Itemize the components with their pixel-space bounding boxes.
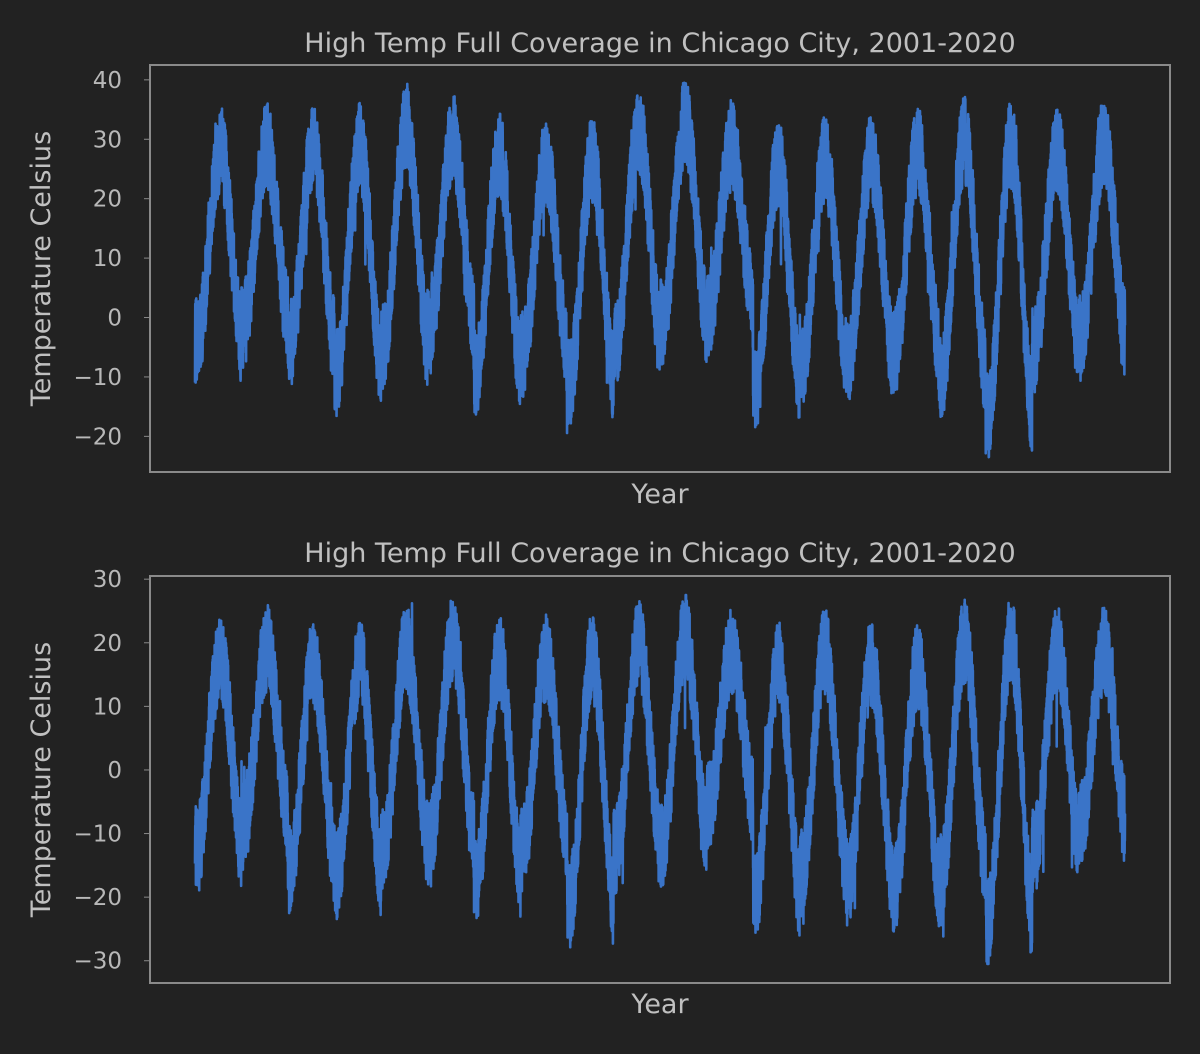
y-axis-ticks: −20 −10 0 10 20 30 40 xyxy=(73,68,150,450)
y-tick-label: 30 xyxy=(93,567,122,593)
y-axis-ticks: −30 −20 −10 0 10 20 30 xyxy=(73,567,150,975)
y-axis-label: Temperature Celsius xyxy=(26,642,57,918)
y-tick-label: −20 xyxy=(73,885,122,911)
y-tick-label: −20 xyxy=(73,424,122,450)
chart-title: High Temp Full Coverage in Chicago City,… xyxy=(304,28,1015,59)
plot-frame xyxy=(149,575,1171,984)
y-tick-label: 20 xyxy=(93,631,122,657)
plot-frame xyxy=(149,64,1171,473)
chart-title: High Temp Full Coverage in Chicago City,… xyxy=(304,538,1015,569)
y-axis-label: Temperature Celsius xyxy=(26,131,57,407)
temperature-series-line xyxy=(193,593,1127,966)
x-axis-label: Year xyxy=(630,989,689,1020)
temperature-series-line xyxy=(193,81,1127,459)
y-tick-label: −10 xyxy=(73,365,122,391)
y-tick-label: 10 xyxy=(93,694,122,720)
y-tick-label: 30 xyxy=(93,127,122,153)
y-tick-label: −30 xyxy=(73,949,122,975)
subplot-1: High Temp Full Coverage in Chicago City,… xyxy=(26,28,1171,510)
y-tick-label: 20 xyxy=(93,187,122,213)
y-tick-label: 0 xyxy=(107,306,122,332)
y-tick-label: 10 xyxy=(93,246,122,272)
x-axis-label: Year xyxy=(630,479,689,510)
y-tick-label: 0 xyxy=(107,758,122,784)
y-tick-label: 40 xyxy=(93,68,122,94)
y-tick-label: −10 xyxy=(73,822,122,848)
subplot-2: High Temp Full Coverage in Chicago City,… xyxy=(26,538,1171,1020)
